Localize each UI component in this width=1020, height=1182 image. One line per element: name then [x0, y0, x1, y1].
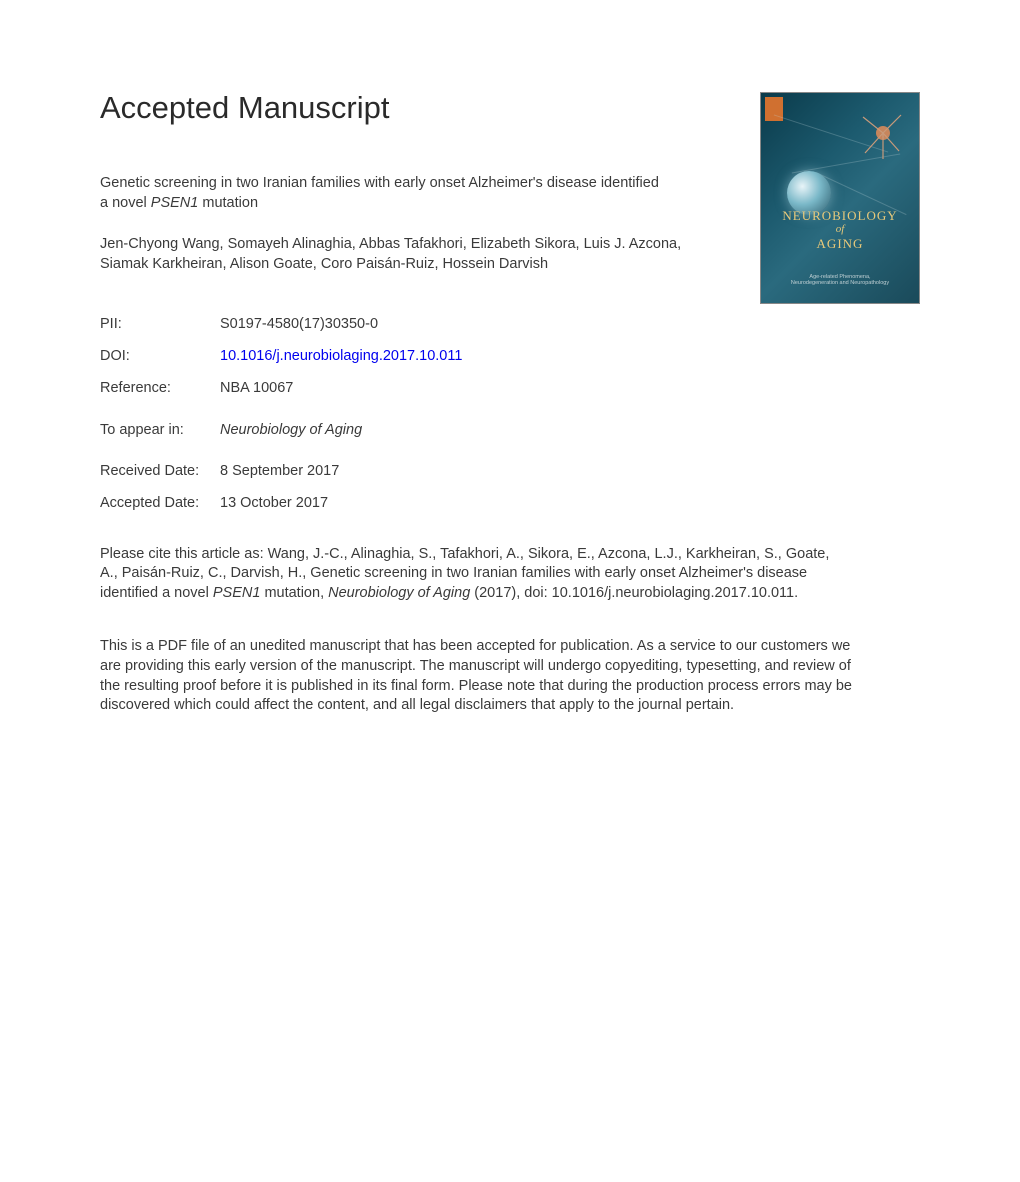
- appear-label: To appear in:: [100, 420, 220, 442]
- pii-label: PII:: [100, 314, 220, 336]
- meta-row-accepted: Accepted Date: 13 October 2017: [100, 493, 920, 515]
- title-gene: PSEN1: [151, 195, 199, 211]
- metadata-table: PII: S0197-4580(17)30350-0 DOI: 10.1016/…: [100, 314, 920, 515]
- meta-row-doi: DOI: 10.1016/j.neurobiolaging.2017.10.01…: [100, 346, 920, 368]
- disclaimer-text: This is a PDF file of an unedited manusc…: [100, 637, 860, 715]
- cover-neuron-graphic: [855, 111, 905, 161]
- cover-title-of: of: [761, 223, 919, 235]
- pii-value: S0197-4580(17)30350-0: [220, 314, 378, 336]
- cover-title-line1: NEUROBIOLOGY: [761, 208, 919, 224]
- citation-gene: PSEN1: [213, 585, 261, 601]
- title-text-post: mutation: [198, 195, 258, 211]
- citation-post: (2017), doi: 10.1016/j.neurobiolaging.20…: [470, 585, 798, 601]
- received-value: 8 September 2017: [220, 461, 339, 483]
- cover-title-line3: AGING: [817, 236, 864, 251]
- reference-value: NBA 10067: [220, 378, 293, 400]
- article-title: Genetic screening in two Iranian familie…: [100, 174, 660, 213]
- cover-sub-line1: Age-related Phenomena,: [761, 274, 919, 281]
- meta-row-reference: Reference: NBA 10067: [100, 378, 920, 400]
- citation-text: Please cite this article as: Wang, J.-C.…: [100, 545, 850, 604]
- accepted-value: 13 October 2017: [220, 493, 328, 515]
- meta-row-received: Received Date: 8 September 2017: [100, 461, 920, 483]
- journal-cover-thumbnail: NEUROBIOLOGY ofAGING Age-related Phenome…: [760, 92, 920, 304]
- cover-sub-line2: Neurodegeneration and Neuropathology: [761, 280, 919, 287]
- appear-value: Neurobiology of Aging: [220, 420, 362, 442]
- citation-journal: Neurobiology of Aging: [328, 585, 470, 601]
- author-list: Jen-Chyong Wang, Somayeh Alinaghia, Abba…: [100, 235, 700, 274]
- reference-label: Reference:: [100, 378, 220, 400]
- received-label: Received Date:: [100, 461, 220, 483]
- citation-mid: mutation,: [260, 585, 328, 601]
- cover-subtitle: Age-related Phenomena, Neurodegeneration…: [761, 274, 919, 287]
- meta-row-appear: To appear in: Neurobiology of Aging: [100, 420, 920, 442]
- doi-link[interactable]: 10.1016/j.neurobiolaging.2017.10.011: [220, 346, 462, 368]
- meta-row-pii: PII: S0197-4580(17)30350-0: [100, 314, 920, 336]
- doi-label: DOI:: [100, 346, 220, 368]
- cover-journal-title: NEUROBIOLOGY ofAGING: [761, 208, 919, 253]
- accepted-label: Accepted Date:: [100, 493, 220, 515]
